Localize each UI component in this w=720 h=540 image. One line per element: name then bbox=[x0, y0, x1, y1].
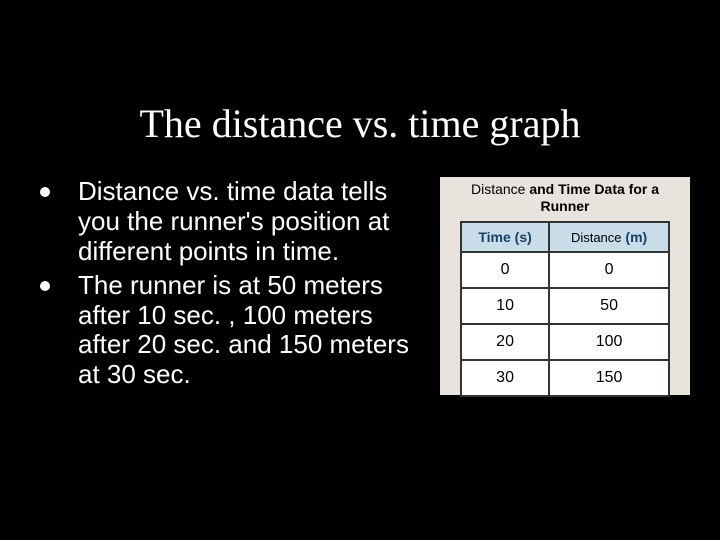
bullet-text: Distance vs. time data tells you the run… bbox=[78, 177, 430, 267]
cell-time: 20 bbox=[461, 324, 549, 360]
cell-time: 0 bbox=[461, 252, 549, 288]
cell-distance: 150 bbox=[549, 360, 669, 396]
table-row: 0 0 bbox=[461, 252, 669, 288]
cell-time: 30 bbox=[461, 360, 549, 396]
cell-distance: 50 bbox=[549, 288, 669, 324]
table-row: 30 150 bbox=[461, 360, 669, 396]
bullet-icon bbox=[40, 281, 50, 291]
bullet-text: The runner is at 50 meters after 10 sec.… bbox=[78, 271, 430, 391]
header-distance-word: Distance bbox=[571, 230, 622, 245]
header-distance-unit: (m) bbox=[622, 229, 648, 245]
list-item: Distance vs. time data tells you the run… bbox=[40, 177, 430, 267]
col-header-time: Time (s) bbox=[461, 222, 549, 252]
slide-title: The distance vs. time graph bbox=[30, 100, 690, 147]
content-row: Distance vs. time data tells you the run… bbox=[30, 177, 690, 395]
bullet-list: Distance vs. time data tells you the run… bbox=[30, 177, 430, 395]
cell-distance: 0 bbox=[549, 252, 669, 288]
cell-distance: 100 bbox=[549, 324, 669, 360]
caption-rest: and Time Data for a Runner bbox=[525, 181, 659, 214]
table-row: 20 100 bbox=[461, 324, 669, 360]
slide: The distance vs. time graph Distance vs.… bbox=[0, 0, 720, 540]
cell-time: 10 bbox=[461, 288, 549, 324]
data-table: Time (s) Distance (m) 0 0 10 50 bbox=[460, 221, 670, 397]
table-panel: Distance and Time Data for a Runner Time… bbox=[440, 177, 690, 395]
bullet-icon bbox=[40, 187, 50, 197]
table-header-row: Time (s) Distance (m) bbox=[461, 222, 669, 252]
caption-prefix: Distance bbox=[471, 181, 525, 197]
list-item: The runner is at 50 meters after 10 sec.… bbox=[40, 271, 430, 391]
col-header-distance: Distance (m) bbox=[549, 222, 669, 252]
table-caption: Distance and Time Data for a Runner bbox=[446, 181, 684, 215]
table-row: 10 50 bbox=[461, 288, 669, 324]
